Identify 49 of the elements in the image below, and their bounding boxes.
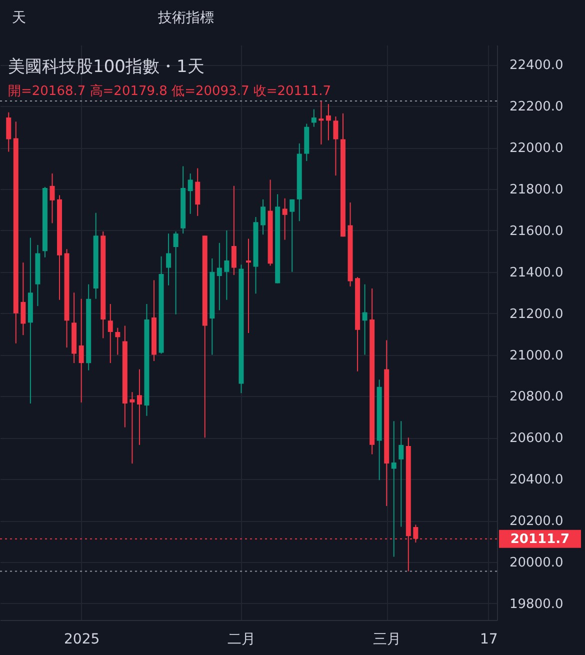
candlestick bbox=[282, 198, 288, 240]
candlestick bbox=[173, 230, 178, 315]
x-tick-label: 三月 bbox=[373, 632, 402, 648]
x-tick-label: 17 bbox=[480, 632, 498, 648]
y-tick-label: 21000.0 bbox=[510, 348, 564, 364]
candlestick bbox=[20, 262, 26, 336]
candlestick bbox=[290, 198, 295, 272]
candlestick bbox=[260, 198, 266, 236]
ref-line-label: 20111.7 bbox=[510, 532, 570, 547]
candlestick bbox=[6, 112, 12, 152]
y-tick-label: 20800.0 bbox=[510, 390, 564, 405]
candlestick bbox=[216, 242, 222, 311]
y-tick-label: 21600.0 bbox=[510, 224, 564, 239]
y-tick-label: 22000.0 bbox=[510, 141, 564, 156]
candlestick bbox=[326, 104, 331, 141]
candlestick bbox=[166, 233, 172, 286]
candlestick bbox=[333, 116, 338, 176]
x-tick-label: 2025 bbox=[64, 632, 100, 648]
y-tick-label: 21400.0 bbox=[510, 265, 564, 280]
text: 天 bbox=[12, 10, 26, 26]
y-tick-label: 21200.0 bbox=[510, 306, 564, 322]
candlestick bbox=[398, 420, 404, 528]
y-tick-label: 20000.0 bbox=[510, 555, 564, 570]
candlestick bbox=[311, 108, 316, 128]
y-tick-label: 20400.0 bbox=[510, 472, 564, 488]
y-tick-label: 21800.0 bbox=[510, 182, 564, 198]
candlestick bbox=[231, 185, 236, 276]
candlestick bbox=[362, 284, 368, 356]
candlestick bbox=[50, 172, 55, 224]
candlestick bbox=[391, 420, 396, 558]
candlestick bbox=[188, 172, 193, 214]
candlestick bbox=[108, 304, 113, 364]
y-tick-label: 20600.0 bbox=[510, 431, 564, 446]
candlestick bbox=[130, 392, 135, 464]
x-tick-label: 二月 bbox=[228, 632, 256, 648]
y-tick-label: 20200.0 bbox=[510, 514, 564, 530]
candlestick bbox=[136, 368, 142, 446]
candlestick bbox=[115, 327, 120, 356]
candlestick bbox=[195, 168, 200, 216]
candlestick bbox=[78, 298, 84, 403]
candlestick bbox=[318, 100, 324, 145]
y-tick-label: 22400.0 bbox=[510, 58, 564, 74]
candlestick bbox=[224, 230, 230, 300]
y-tick-label: 22200.0 bbox=[510, 100, 564, 115]
text: 美國科技股100指數・1天 bbox=[8, 57, 204, 77]
candlestick bbox=[246, 238, 251, 334]
text: 開=20168.7 高=20179.8 低=20093.7 收=20111.7 bbox=[8, 83, 332, 99]
y-tick-label: 19800.0 bbox=[510, 596, 564, 612]
text: 技術指標 bbox=[157, 10, 214, 26]
